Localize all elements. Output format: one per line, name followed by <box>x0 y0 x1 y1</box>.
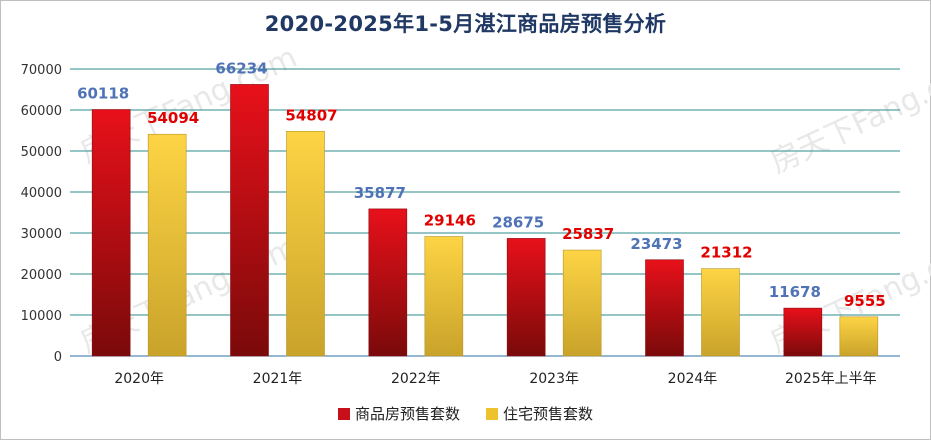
x-tick-label: 2025年上半年 <box>785 371 877 387</box>
data-label: 54094 <box>147 109 199 127</box>
data-label: 21312 <box>700 244 752 262</box>
legend: 商品房预售套数 住宅预售套数 <box>0 403 931 424</box>
data-label: 54807 <box>285 106 337 124</box>
y-tick-label: 40000 <box>21 186 62 201</box>
x-tick-label: 2024年 <box>668 371 718 387</box>
chart-title: 2020-2025年1-5月湛江商品房预售分析 <box>264 12 667 36</box>
legend-swatch-gold <box>486 407 498 420</box>
bar-residential <box>701 268 740 357</box>
data-label: 35877 <box>354 184 406 202</box>
y-tick-label: 50000 <box>21 145 62 160</box>
x-tick-label: 2021年 <box>253 371 303 387</box>
data-label: 25837 <box>562 225 614 243</box>
bar-commercial <box>368 208 408 357</box>
y-tick-label: 30000 <box>21 227 62 242</box>
data-label: 11678 <box>769 283 821 301</box>
bar-residential <box>562 249 602 357</box>
x-tick-label: 2020年 <box>114 371 164 387</box>
y-tick-label: 70000 <box>21 63 62 78</box>
y-tick-label: 60000 <box>21 104 62 119</box>
legend-item-commercial: 商品房预售套数 <box>337 403 460 424</box>
data-label: 66234 <box>215 59 267 77</box>
legend-item-residential: 住宅预售套数 <box>486 403 593 424</box>
bar-residential <box>286 130 325 357</box>
data-label: 23473 <box>630 235 682 253</box>
y-tick-label: 10000 <box>21 309 62 324</box>
x-tick-label: 2023年 <box>529 371 579 387</box>
data-label: 29146 <box>424 212 476 230</box>
data-label: 28675 <box>492 213 544 231</box>
bar-commercial <box>506 238 546 357</box>
legend-label: 住宅预售套数 <box>503 405 594 423</box>
y-tick-label: 20000 <box>21 268 62 283</box>
data-label: 9555 <box>844 292 886 310</box>
data-label: 60118 <box>77 85 129 103</box>
bar-residential <box>424 236 464 357</box>
bar-residential <box>147 133 187 357</box>
x-tick-label: 2022年 <box>391 371 441 387</box>
bar-residential <box>839 316 879 357</box>
bar-commercial <box>230 84 269 357</box>
bar-commercial <box>91 109 131 357</box>
bar-commercial <box>783 307 823 357</box>
y-tick-label: 0 <box>54 350 62 365</box>
bar-commercial <box>645 259 684 357</box>
legend-swatch-red <box>337 407 350 420</box>
legend-label: 商品房预售套数 <box>354 405 460 423</box>
